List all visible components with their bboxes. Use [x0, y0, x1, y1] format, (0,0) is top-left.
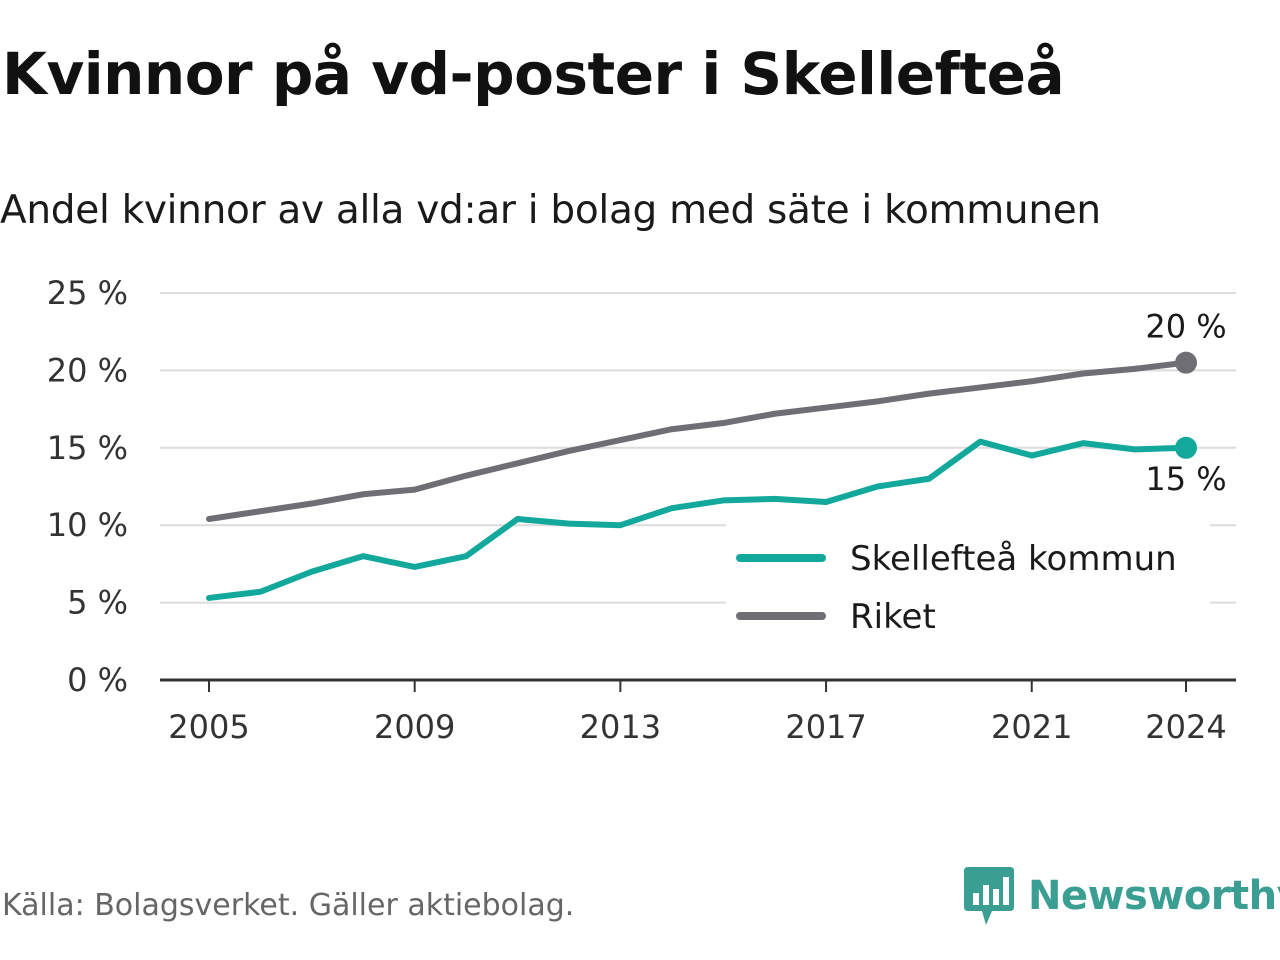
y-tick-label: 0 %	[67, 661, 128, 699]
y-tick-label: 25 %	[47, 274, 128, 312]
x-tick-label: 2005	[168, 708, 249, 746]
x-tick-label: 2013	[580, 708, 661, 746]
legend-background	[726, 524, 1210, 654]
y-tick-label: 15 %	[47, 429, 128, 467]
x-tick-label: 2024	[1145, 708, 1226, 746]
series-end-point	[1175, 436, 1197, 459]
series-line	[206, 438, 1189, 601]
brand-logo: Newsworthy	[964, 866, 1280, 926]
series-end-point	[1175, 351, 1197, 374]
x-tick-label: 2009	[374, 708, 455, 746]
y-tick-label: 10 %	[47, 506, 128, 544]
chart-title: Kvinnor på vd-poster i Skellefteå	[2, 40, 1065, 108]
legend-label: Riket	[850, 597, 936, 637]
chart-subtitle: Andel kvinnor av alla vd:ar i bolag med …	[0, 188, 1101, 233]
series-line	[206, 359, 1189, 523]
y-tick-label: 20 %	[47, 351, 128, 389]
x-tick-label: 2021	[991, 708, 1072, 746]
source-note: Källa: Bolagsverket. Gäller aktiebolag.	[2, 888, 575, 923]
legend-label: Skellefteå kommun	[850, 539, 1177, 579]
y-tick-label: 5 %	[67, 584, 128, 622]
x-axis: 2005 2009 2013 2017 2021 2024	[160, 678, 1236, 746]
series-end-label: 15 %	[1145, 460, 1226, 498]
x-tick-label: 2017	[785, 708, 866, 746]
series-end-label: 20 %	[1145, 308, 1226, 346]
y-axis-ticks: 0 % 5 % 10 % 15 % 20 % 25 %	[47, 274, 128, 699]
series-lines: 15 % 20 %	[206, 308, 1227, 601]
bar-chart-speech-bubble-icon	[964, 867, 1014, 925]
legend: Skellefteå kommun Riket	[726, 524, 1210, 654]
line-chart: 0 %5 %10 %15 %20 %25 % 2005 2009 2013 2017 2…	[47, 274, 1236, 746]
brand-name: Newsworthy	[1028, 873, 1280, 919]
